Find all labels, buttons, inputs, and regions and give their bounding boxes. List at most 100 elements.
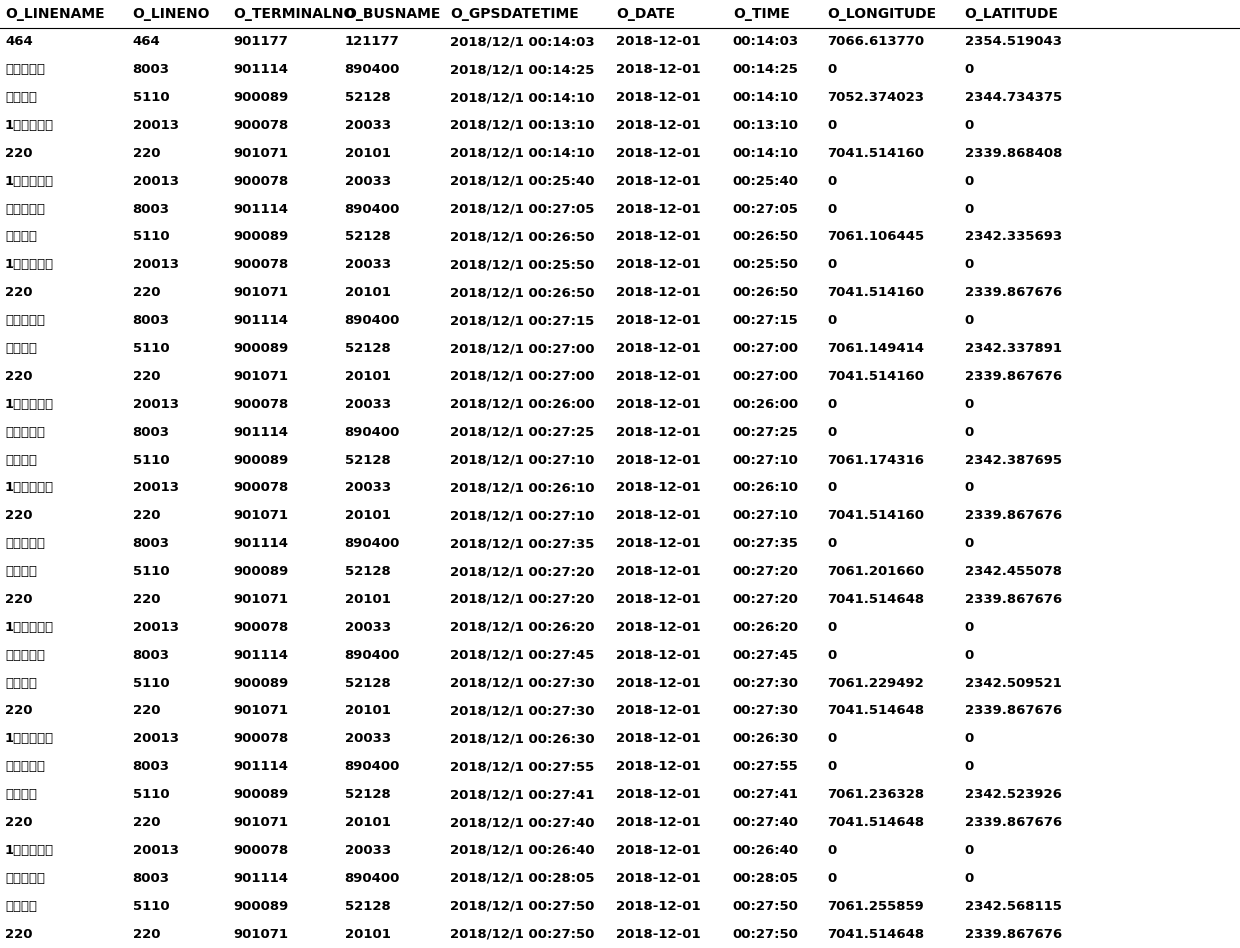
Text: 一队雀巢: 一队雀巢: [5, 342, 37, 356]
Text: 901114: 901114: [233, 203, 288, 215]
Text: O_BUSNAME: O_BUSNAME: [345, 7, 441, 21]
Text: 20101: 20101: [345, 147, 391, 160]
Text: 20101: 20101: [345, 816, 391, 830]
Text: 0: 0: [827, 203, 836, 215]
Text: 7061.149414: 7061.149414: [827, 342, 924, 356]
Text: 00:14:10: 00:14:10: [733, 91, 799, 104]
Text: 00:27:30: 00:27:30: [733, 677, 799, 689]
Text: 7066.613770: 7066.613770: [827, 35, 924, 48]
Text: 220: 220: [133, 286, 160, 300]
Text: 2344.734375: 2344.734375: [965, 91, 1061, 104]
Text: 7061.229492: 7061.229492: [827, 677, 924, 689]
Text: 901114: 901114: [233, 538, 288, 550]
Text: 8003: 8003: [133, 538, 170, 550]
Text: 901071: 901071: [233, 592, 288, 606]
Text: 7052.374023: 7052.374023: [827, 91, 924, 104]
Text: 2018-12-01: 2018-12-01: [616, 509, 701, 522]
Text: 雅士道监控: 雅士道监控: [5, 872, 45, 884]
Text: 0: 0: [827, 760, 836, 774]
Text: 220: 220: [133, 704, 160, 718]
Text: 2018-12-01: 2018-12-01: [616, 370, 701, 383]
Text: 雅士道监控: 雅士道监控: [5, 314, 45, 327]
Text: 00:27:05: 00:27:05: [733, 203, 799, 215]
Text: 00:13:10: 00:13:10: [733, 118, 799, 132]
Text: 8003: 8003: [133, 760, 170, 774]
Text: 2018-12-01: 2018-12-01: [616, 342, 701, 356]
Text: 00:27:20: 00:27:20: [733, 592, 799, 606]
Text: 7041.514648: 7041.514648: [827, 927, 924, 940]
Text: 00:27:50: 00:27:50: [733, 927, 799, 940]
Text: 2342.455078: 2342.455078: [965, 565, 1061, 578]
Text: O_TIME: O_TIME: [733, 7, 790, 21]
Text: 220: 220: [5, 370, 32, 383]
Text: 2018/12/1 00:27:45: 2018/12/1 00:27:45: [450, 648, 594, 662]
Text: 一队雀巢: 一队雀巢: [5, 788, 37, 801]
Text: 220: 220: [133, 927, 160, 940]
Text: 2018-12-01: 2018-12-01: [616, 816, 701, 830]
Text: 2018-12-01: 2018-12-01: [616, 118, 701, 132]
Text: 890400: 890400: [345, 203, 401, 215]
Text: 8003: 8003: [133, 872, 170, 884]
Text: 00:27:10: 00:27:10: [733, 509, 799, 522]
Text: 20033: 20033: [345, 174, 391, 188]
Text: 20033: 20033: [345, 398, 391, 410]
Text: 2018-12-01: 2018-12-01: [616, 174, 701, 188]
Text: 900089: 900089: [233, 342, 289, 356]
Text: 2018-12-01: 2018-12-01: [616, 398, 701, 410]
Text: 2018/12/1 00:26:50: 2018/12/1 00:26:50: [450, 286, 595, 300]
Text: 2018-12-01: 2018-12-01: [616, 538, 701, 550]
Text: 20013: 20013: [133, 118, 179, 132]
Text: 2018-12-01: 2018-12-01: [616, 621, 701, 634]
Text: 2018/12/1 00:27:00: 2018/12/1 00:27:00: [450, 370, 595, 383]
Text: 2018/12/1 00:27:15: 2018/12/1 00:27:15: [450, 314, 594, 327]
Text: 2342.523926: 2342.523926: [965, 788, 1061, 801]
Text: 5110: 5110: [133, 565, 170, 578]
Text: 900078: 900078: [233, 259, 289, 271]
Text: 220: 220: [5, 286, 32, 300]
Text: 1路车队监控: 1路车队监控: [5, 844, 55, 857]
Text: 220: 220: [133, 816, 160, 830]
Text: 0: 0: [827, 174, 836, 188]
Text: 900078: 900078: [233, 844, 289, 857]
Text: 00:27:00: 00:27:00: [733, 370, 799, 383]
Text: 7041.514160: 7041.514160: [827, 286, 924, 300]
Text: 00:27:15: 00:27:15: [733, 314, 799, 327]
Text: 900078: 900078: [233, 174, 289, 188]
Text: 00:27:40: 00:27:40: [733, 816, 799, 830]
Text: 900089: 900089: [233, 565, 289, 578]
Text: 901114: 901114: [233, 64, 288, 76]
Text: 0: 0: [827, 538, 836, 550]
Text: 0: 0: [965, 259, 973, 271]
Text: 20101: 20101: [345, 704, 391, 718]
Text: 0: 0: [965, 648, 973, 662]
Text: 2339.867676: 2339.867676: [965, 592, 1061, 606]
Text: 220: 220: [5, 816, 32, 830]
Text: 901114: 901114: [233, 426, 288, 439]
Text: 5110: 5110: [133, 788, 170, 801]
Text: 0: 0: [827, 621, 836, 634]
Text: 20013: 20013: [133, 733, 179, 745]
Text: 1路车队监控: 1路车队监控: [5, 482, 55, 495]
Text: 5110: 5110: [133, 677, 170, 689]
Text: 1路车队监控: 1路车队监控: [5, 398, 55, 410]
Text: 0: 0: [965, 64, 973, 76]
Text: 900078: 900078: [233, 118, 289, 132]
Text: 2018/12/1 00:25:50: 2018/12/1 00:25:50: [450, 259, 594, 271]
Text: 0: 0: [965, 760, 973, 774]
Text: 2018/12/1 00:26:00: 2018/12/1 00:26:00: [450, 398, 595, 410]
Text: 5110: 5110: [133, 900, 170, 913]
Text: 8003: 8003: [133, 203, 170, 215]
Text: 20033: 20033: [345, 118, 391, 132]
Text: 2018/12/1 00:26:20: 2018/12/1 00:26:20: [450, 621, 595, 634]
Text: 2018/12/1 00:14:25: 2018/12/1 00:14:25: [450, 64, 594, 76]
Text: 2018-12-01: 2018-12-01: [616, 314, 701, 327]
Text: 7041.514160: 7041.514160: [827, 509, 924, 522]
Text: 2018/12/1 00:27:00: 2018/12/1 00:27:00: [450, 342, 595, 356]
Text: 2018-12-01: 2018-12-01: [616, 927, 701, 940]
Text: 00:27:41: 00:27:41: [733, 788, 799, 801]
Text: 0: 0: [827, 118, 836, 132]
Text: 00:27:35: 00:27:35: [733, 538, 799, 550]
Text: 901071: 901071: [233, 927, 288, 940]
Text: 900078: 900078: [233, 398, 289, 410]
Text: 00:27:50: 00:27:50: [733, 900, 799, 913]
